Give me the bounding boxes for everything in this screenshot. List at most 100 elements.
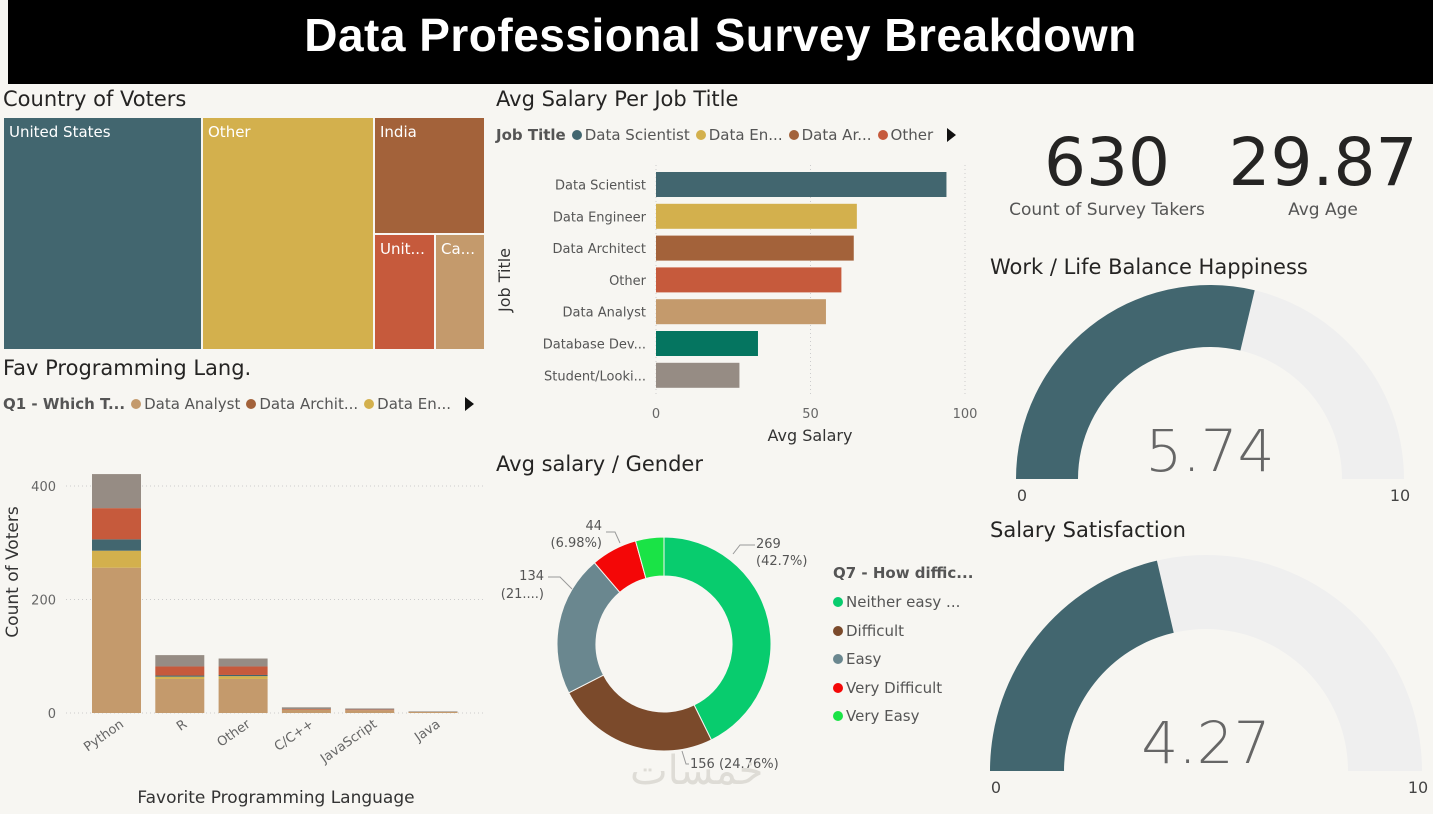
legend-item[interactable]: Very Easy: [833, 702, 973, 731]
donut-slice[interactable]: [568, 674, 713, 752]
x-tick-label: Other: [215, 717, 254, 751]
work-life-gauge: 5.74 0 10: [1016, 284, 1410, 505]
legend-label: Very Difficult: [846, 678, 943, 697]
bar-segment[interactable]: [281, 709, 331, 713]
legend-next-arrow-icon[interactable]: [465, 397, 475, 411]
bar-segment[interactable]: [92, 474, 141, 509]
legend-next-arrow-icon[interactable]: [947, 128, 957, 142]
bar-segment[interactable]: [218, 678, 268, 713]
bar-segment[interactable]: [218, 676, 268, 679]
legend-item[interactable]: Other: [877, 126, 933, 144]
bar-segment[interactable]: [218, 666, 268, 675]
tile-label: India: [380, 123, 417, 141]
bar-segment[interactable]: [345, 710, 395, 713]
bar-segment[interactable]: [92, 508, 141, 540]
gauge-value: 4.27: [1141, 709, 1270, 777]
bar[interactable]: [656, 235, 854, 261]
legend-dot-icon: [833, 597, 843, 608]
bar-segment[interactable]: [155, 676, 205, 679]
legend-label: Very Easy: [846, 707, 920, 726]
gauge-max-label: 10: [1408, 778, 1428, 797]
x-tick-label: JavaScript: [317, 717, 380, 767]
donut-slice[interactable]: [556, 562, 621, 694]
x-tick-label: 100: [953, 407, 978, 422]
legend-item[interactable]: Neither easy ...: [833, 588, 973, 617]
bar-segment[interactable]: [92, 550, 141, 568]
legend-item[interactable]: Data Scientist: [571, 126, 690, 144]
gauge-min-label: 0: [1017, 486, 1027, 505]
tile-canada[interactable]: Ca...: [435, 234, 485, 350]
bar-segment[interactable]: [92, 539, 141, 551]
page-title: Data Professional Survey Breakdown: [304, 9, 1137, 61]
y-tick-label: 200: [31, 594, 56, 609]
bar-segment[interactable]: [218, 674, 268, 677]
lang-legend: Q1 - Which T... Data Analyst Data Archit…: [3, 395, 475, 413]
tile-label: United States: [9, 123, 111, 141]
bar[interactable]: [656, 331, 758, 356]
tile-india[interactable]: India: [374, 117, 485, 234]
bar-segment[interactable]: [218, 658, 268, 667]
legend-item[interactable]: Data En...: [695, 126, 783, 144]
legend-title: Job Title: [496, 126, 566, 144]
legend-dot-icon: [571, 130, 582, 140]
donut-slice[interactable]: [663, 536, 772, 741]
y-tick-label: Database Dev...: [543, 338, 646, 353]
y-axis-label: Job Title: [495, 248, 514, 313]
kpi-count-label: Count of Survey Takers: [1009, 200, 1205, 220]
bar[interactable]: [656, 203, 857, 229]
country-treemap: United States Other India Unit... Ca...: [3, 117, 485, 350]
leader-line: [606, 531, 621, 544]
bar-segment[interactable]: [155, 678, 205, 713]
bar-segment[interactable]: [155, 675, 205, 677]
gauge-fill[interactable]: [1016, 284, 1255, 479]
tile-united-states[interactable]: United States: [3, 117, 202, 350]
bar[interactable]: [656, 362, 740, 388]
legend-dot-icon: [695, 130, 706, 140]
bar-segment[interactable]: [155, 655, 205, 667]
x-axis-label: Avg Salary: [768, 426, 853, 445]
bar-segment[interactable]: [155, 666, 205, 676]
legend-label: Data Archit...: [259, 395, 359, 413]
legend-dot-icon: [833, 625, 843, 636]
legend-item[interactable]: Data Ar...: [788, 126, 872, 144]
bar[interactable]: [656, 172, 947, 197]
watermark: خمسات: [630, 748, 764, 794]
legend-item[interactable]: Difficult: [833, 617, 973, 646]
data-label: 156 (24.76%): [690, 757, 779, 772]
donut-slice[interactable]: [634, 536, 665, 580]
data-label: 134: [519, 569, 544, 584]
legend-dot-icon: [877, 130, 888, 140]
legend-label: Data Analyst: [144, 395, 241, 413]
x-axis-label: Favorite Programming Language: [137, 788, 414, 808]
legend-item[interactable]: Data Analyst: [131, 395, 240, 413]
bar-segment[interactable]: [345, 708, 395, 710]
bar-segment[interactable]: [281, 707, 331, 710]
bar-segment[interactable]: [92, 567, 141, 713]
legend-dot-icon: [833, 682, 843, 693]
legend-item[interactable]: Data Archit...: [246, 395, 358, 413]
tile-other[interactable]: Other: [202, 117, 374, 350]
bar-segment[interactable]: [281, 709, 331, 710]
gauge-value: 5.74: [1145, 417, 1274, 485]
bar-segment[interactable]: [408, 711, 458, 712]
kpi-age: 29.87 Avg Age: [1222, 128, 1424, 221]
bar[interactable]: [656, 299, 826, 325]
gauge-fill[interactable]: [990, 560, 1174, 771]
bar-segment[interactable]: [345, 709, 395, 711]
x-tick-label: C/C++: [272, 717, 317, 755]
data-label: 269: [756, 537, 781, 552]
legend-dot-icon: [788, 130, 799, 140]
bar-segment[interactable]: [408, 711, 458, 713]
legend-item[interactable]: Easy: [833, 645, 973, 674]
tile-united-kingdom[interactable]: Unit...: [374, 234, 435, 350]
bar[interactable]: [656, 267, 842, 293]
legend-item[interactable]: Very Difficult: [833, 674, 973, 703]
legend-item[interactable]: Data En...: [364, 395, 451, 413]
leader-line: [732, 544, 755, 555]
kpi-age-label: Avg Age: [1288, 200, 1358, 220]
legend-title: Q7 - How diffic...: [833, 564, 974, 582]
legend-dot-icon: [833, 654, 843, 665]
x-tick-label: Java: [411, 717, 443, 746]
salary-satisfaction-gauge: 4.27 0 10: [990, 555, 1428, 797]
y-tick-label: 400: [31, 480, 56, 495]
